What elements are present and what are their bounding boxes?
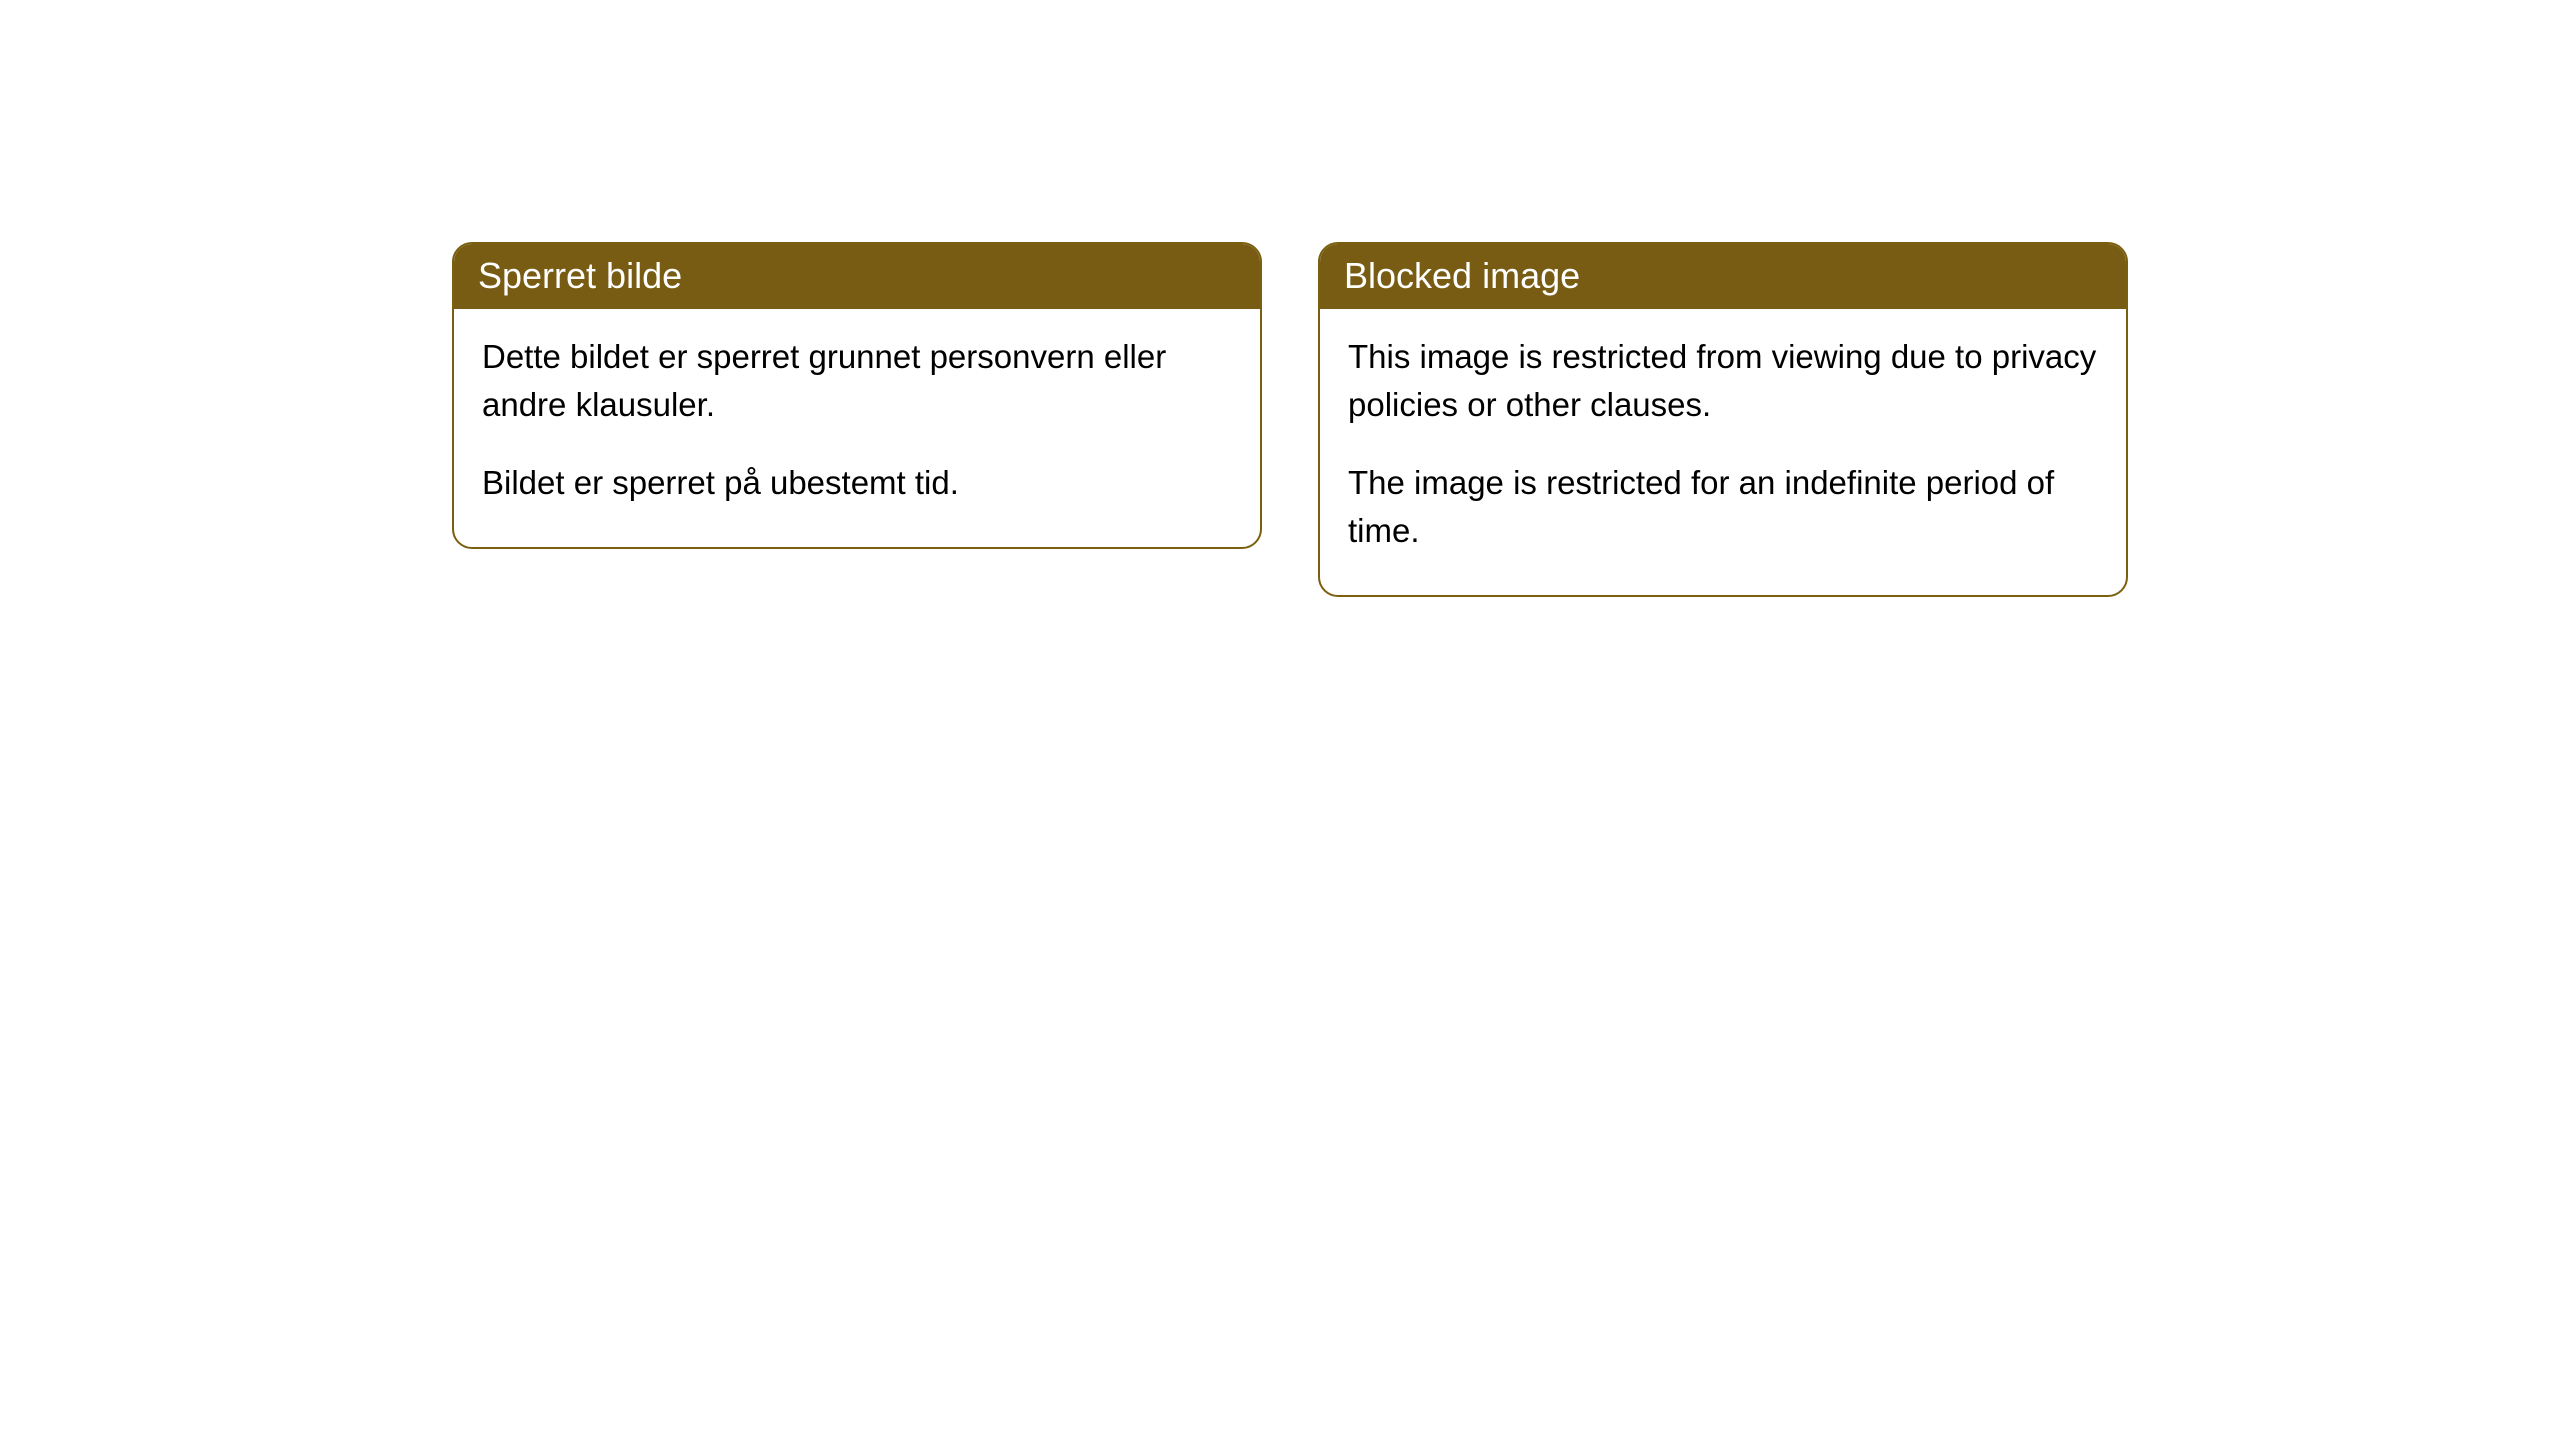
card-title-en: Blocked image <box>1320 244 2126 309</box>
blocked-image-card-en: Blocked image This image is restricted f… <box>1318 242 2128 597</box>
card-body-no: Dette bildet er sperret grunnet personve… <box>454 309 1260 547</box>
card-paragraph-1-no: Dette bildet er sperret grunnet personve… <box>482 333 1232 429</box>
card-title-no: Sperret bilde <box>454 244 1260 309</box>
card-paragraph-1-en: This image is restricted from viewing du… <box>1348 333 2098 429</box>
blocked-image-card-no: Sperret bilde Dette bildet er sperret gr… <box>452 242 1262 549</box>
card-paragraph-2-en: The image is restricted for an indefinit… <box>1348 459 2098 555</box>
card-body-en: This image is restricted from viewing du… <box>1320 309 2126 594</box>
card-paragraph-2-no: Bildet er sperret på ubestemt tid. <box>482 459 1232 507</box>
